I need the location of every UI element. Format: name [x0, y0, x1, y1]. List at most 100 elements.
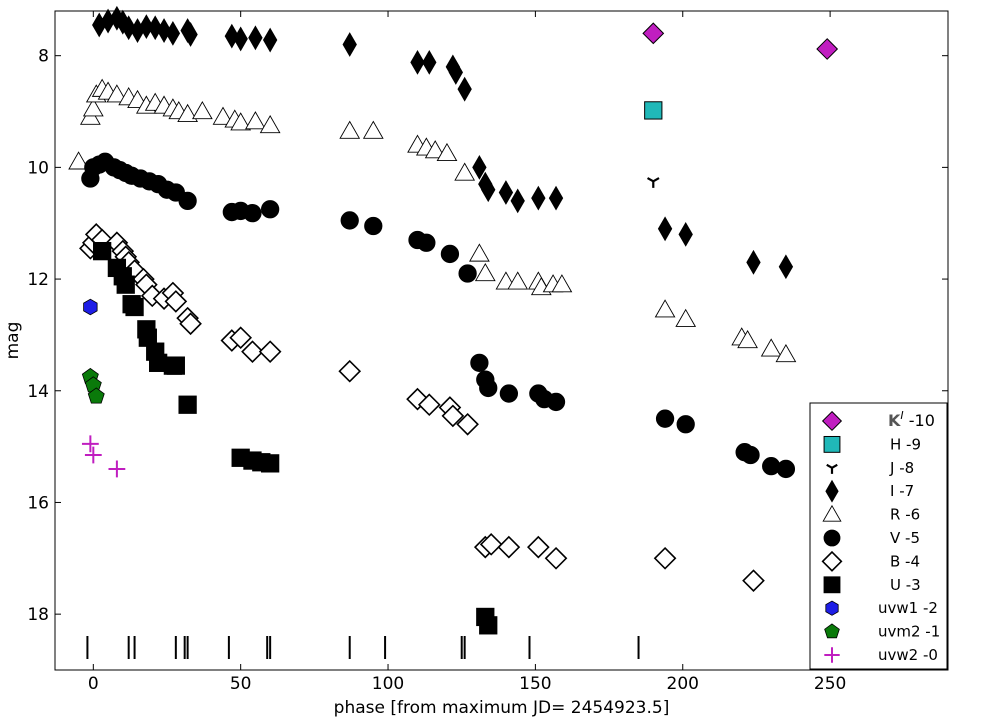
data-point — [653, 546, 677, 570]
data-point — [655, 409, 675, 428]
data-point — [362, 120, 384, 139]
data-point — [262, 27, 278, 53]
data-point — [472, 154, 487, 180]
data-point — [87, 387, 105, 404]
data-point — [499, 384, 519, 403]
data-point — [125, 297, 144, 317]
legend-label: uvw2 -0 — [878, 646, 938, 664]
data-point — [422, 49, 437, 75]
data-point — [546, 392, 566, 412]
series-uvw2 — [81, 435, 126, 478]
plot-frame — [54, 10, 949, 671]
data-point — [259, 114, 281, 134]
data-point — [338, 359, 362, 383]
data-point — [417, 393, 441, 417]
data-point — [230, 112, 252, 131]
data-point — [479, 378, 498, 398]
data-point — [742, 569, 765, 592]
data-point — [816, 38, 839, 60]
data-point — [83, 298, 98, 316]
data-point — [241, 340, 264, 364]
legend-marker — [825, 479, 839, 503]
data-point — [82, 98, 104, 117]
legend-marker — [823, 576, 841, 594]
legend: KI -10 H -9 J -8 I -7 R -6 V -5 B -4 U -3 uvw1 -… — [809, 402, 948, 670]
data-point — [84, 446, 102, 464]
legend-marker — [823, 435, 841, 453]
legend-label: KI -10 — [888, 409, 935, 430]
data-point — [183, 22, 198, 47]
legend-label: V -5 — [890, 529, 920, 547]
data-point — [436, 142, 458, 162]
series-U — [93, 242, 498, 635]
data-point — [458, 264, 477, 283]
data-point — [440, 244, 460, 264]
data-point — [139, 14, 154, 40]
data-point — [454, 162, 476, 181]
y-tick-label: 18 — [27, 605, 49, 625]
data-point — [165, 20, 181, 46]
y-tick-label: 12 — [27, 270, 49, 290]
data-point — [531, 185, 546, 211]
legend-label: uvw1 -2 — [878, 599, 938, 617]
data-point — [548, 185, 564, 211]
data-point — [778, 254, 794, 280]
data-point — [116, 275, 135, 294]
data-point — [261, 200, 280, 219]
series-J — [646, 177, 660, 188]
data-point — [760, 338, 782, 357]
data-point — [498, 180, 514, 205]
data-point — [481, 177, 496, 203]
data-point — [233, 26, 248, 52]
data-point — [497, 535, 521, 559]
series-H — [644, 101, 663, 120]
data-point — [224, 23, 240, 49]
data-point — [737, 329, 758, 349]
data-point — [479, 616, 498, 635]
legend-label: H -9 — [890, 435, 921, 453]
x-tick-label: 150 — [519, 674, 551, 694]
legend-marker — [821, 550, 843, 572]
data-point — [229, 326, 253, 350]
data-point — [675, 308, 697, 327]
data-point — [258, 340, 282, 364]
data-point — [441, 404, 465, 428]
data-point — [212, 106, 234, 125]
y-axis: 8 10 12 14 16 18 — [27, 47, 948, 625]
data-point — [775, 343, 797, 363]
legend-marker — [824, 647, 840, 663]
epoch-marks — [86, 636, 640, 659]
data-point — [164, 290, 188, 313]
data-point — [470, 353, 489, 372]
y-tick-label: 10 — [27, 158, 49, 178]
data-point — [178, 191, 197, 211]
data-point — [340, 211, 359, 230]
data-point — [68, 151, 89, 170]
data-point — [474, 262, 496, 282]
legend-marker — [824, 623, 840, 639]
legend-marker — [823, 529, 841, 547]
data-point — [642, 22, 665, 45]
legend-label: U -3 — [890, 576, 921, 594]
data-point — [417, 233, 436, 252]
data-point — [156, 18, 172, 43]
data-point — [245, 111, 266, 130]
data-point — [424, 140, 446, 159]
x-tick-label: 0 — [88, 674, 99, 694]
data-point — [342, 32, 357, 57]
data-point — [261, 454, 280, 473]
data-point — [527, 535, 550, 559]
y-tick-label: 8 — [38, 47, 49, 67]
data-point — [654, 299, 676, 318]
data-point — [177, 103, 198, 122]
series-R — [68, 78, 797, 363]
data-point — [148, 15, 163, 41]
legend-label: I -7 — [890, 482, 914, 500]
data-point — [776, 459, 796, 479]
data-marks — [68, 5, 839, 635]
data-point — [507, 271, 529, 290]
legend-label: R -6 — [890, 506, 920, 524]
data-point — [644, 101, 663, 120]
x-tick-label: 200 — [667, 674, 699, 694]
